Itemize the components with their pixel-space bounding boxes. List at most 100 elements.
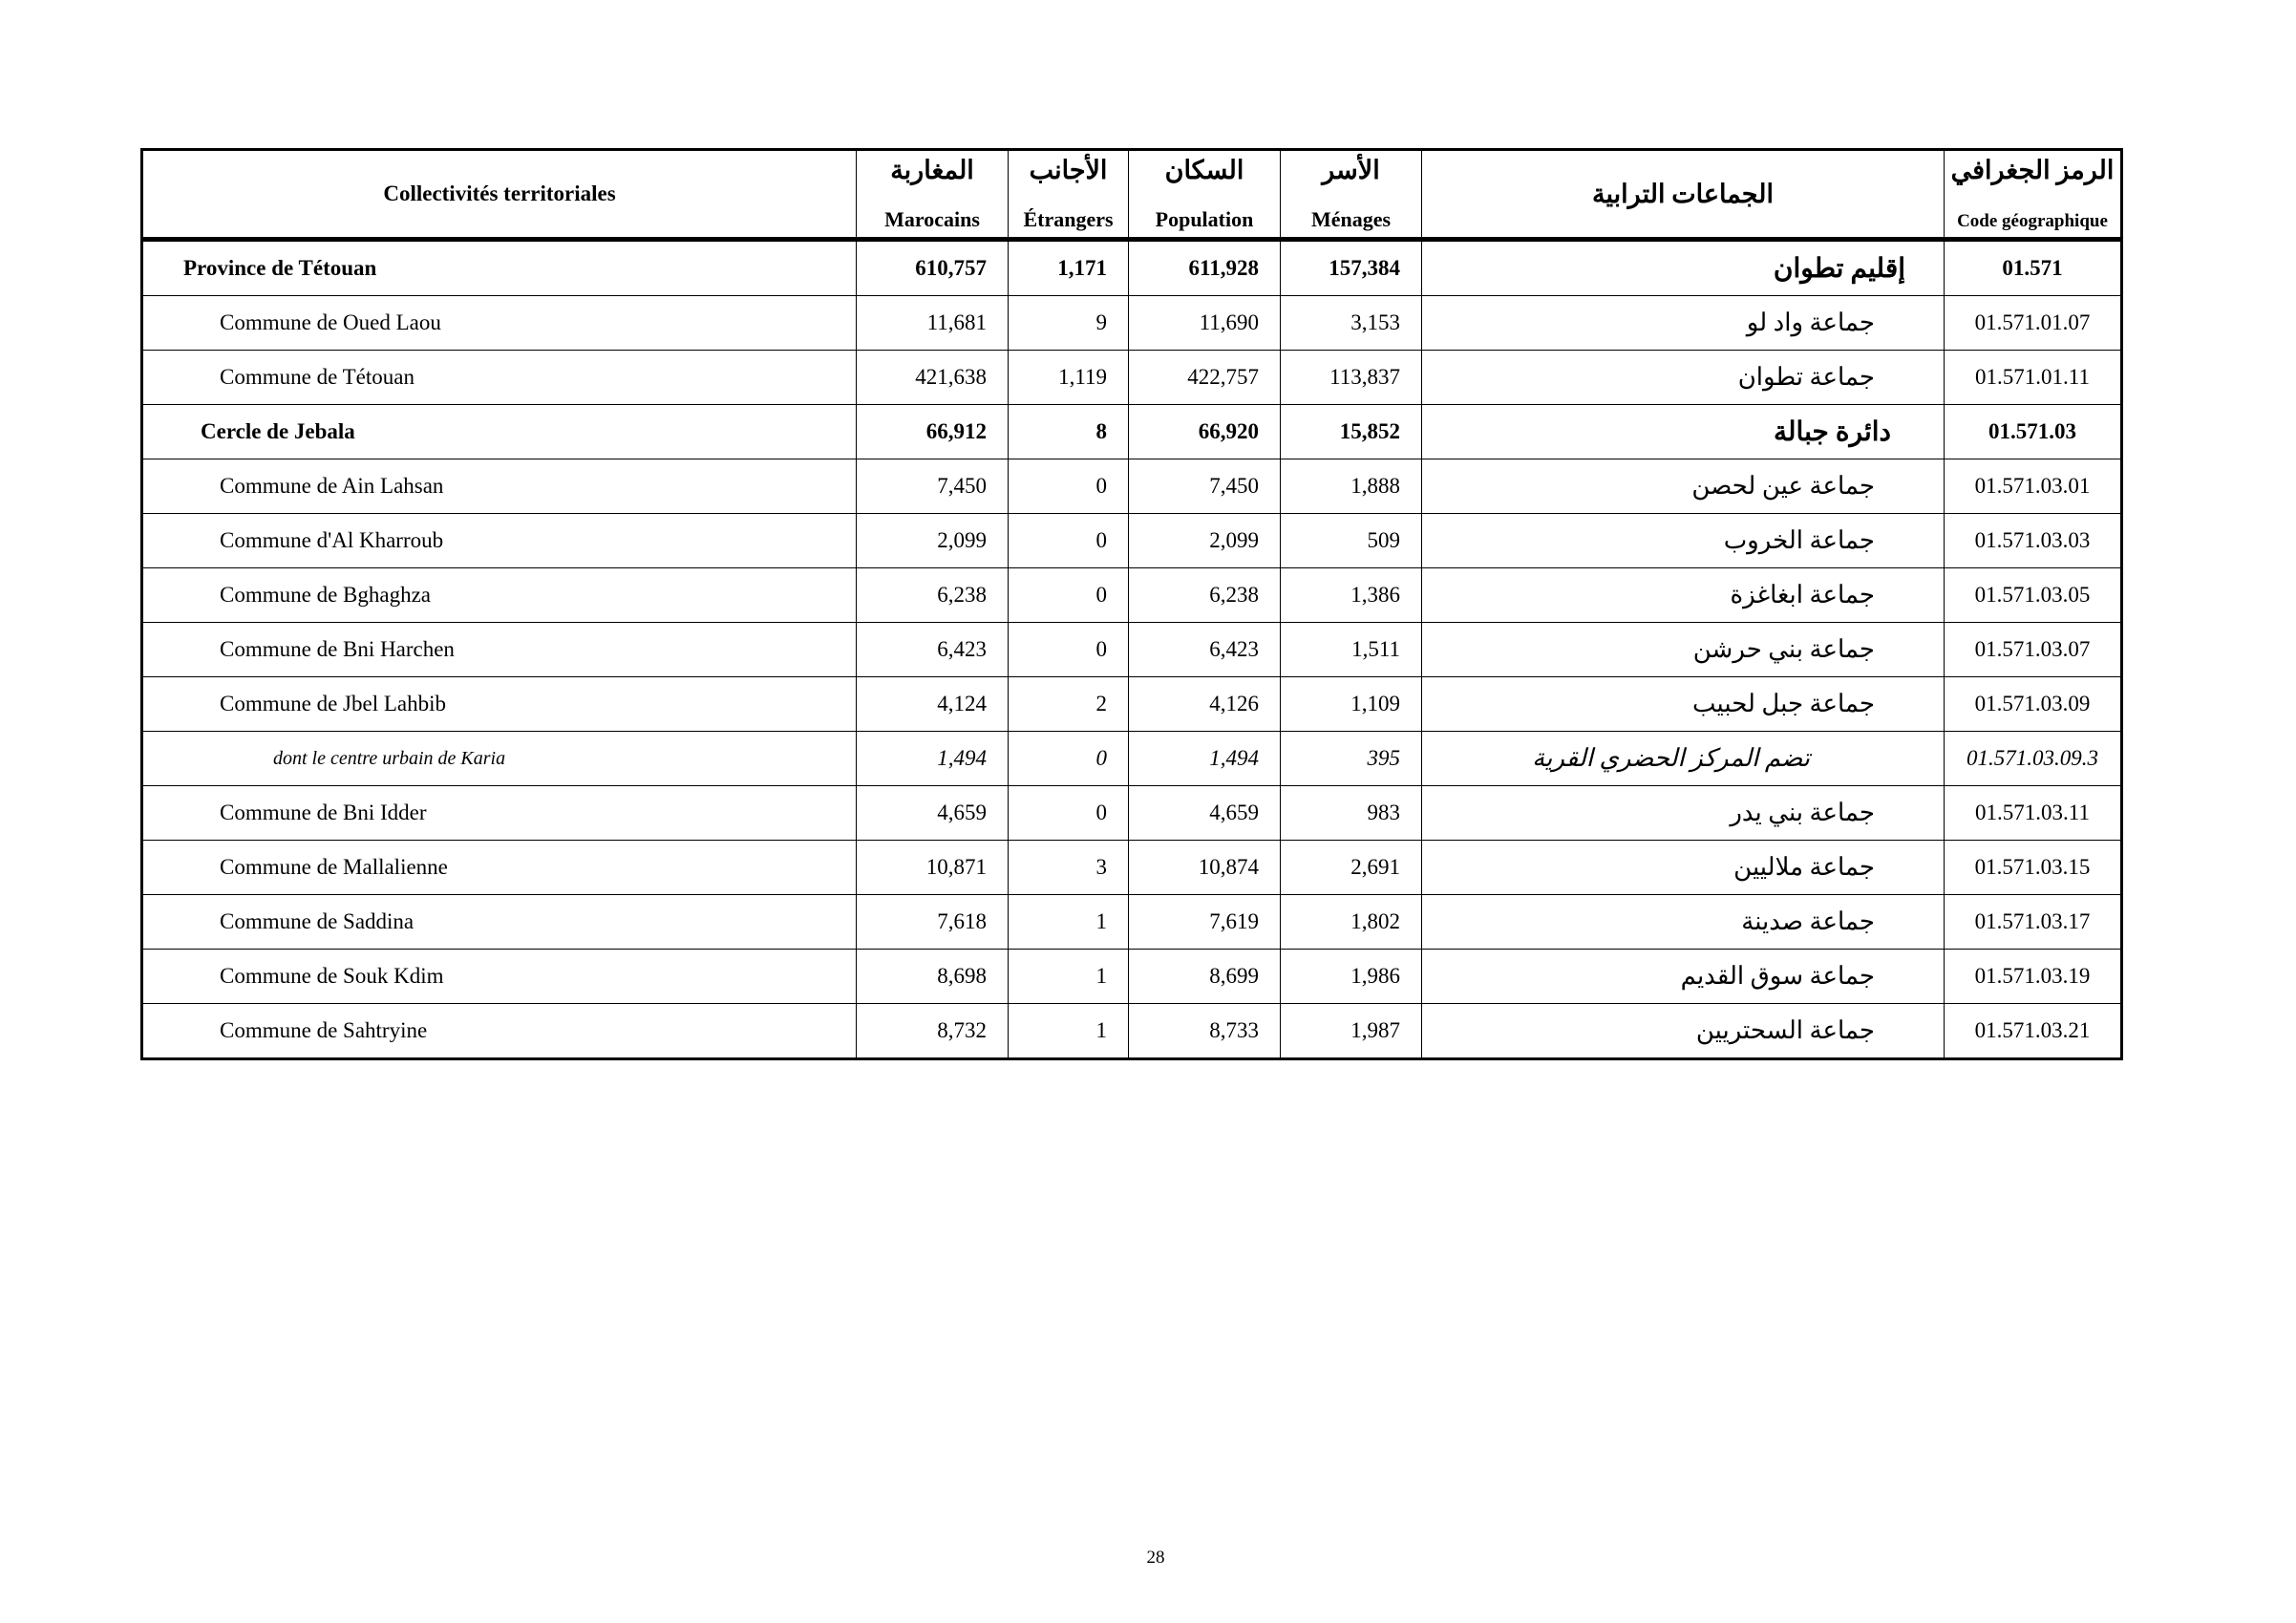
cell-menages: 1,986	[1280, 949, 1422, 1004]
cell-name: Commune de Saddina	[141, 894, 857, 950]
table-row: Commune d'Al Kharroub 2,099 0 2,099 509 جماعة…	[141, 513, 2122, 568]
cell-menages: 2,691	[1280, 840, 1422, 895]
header-name-ar: الجماعات الترابية	[1421, 149, 1945, 242]
cell-menages: 1,109	[1280, 676, 1422, 732]
cell-name-ar: جماعة جبل لحبيب	[1421, 676, 1945, 732]
cell-etrangers: 1	[1008, 949, 1129, 1004]
cell-name-ar: جماعة ابغاغزة	[1421, 567, 1945, 623]
cell-etrangers: 9	[1008, 295, 1129, 351]
cell-name-ar: جماعة السحتريين	[1421, 1003, 1945, 1059]
header-row: Collectivités territoriales المغاربة Maro…	[141, 149, 2122, 242]
cell-menages: 15,852	[1280, 404, 1422, 459]
cell-marocains: 1,494	[856, 731, 1009, 786]
cell-code: 01.571.03.21	[1944, 1003, 2122, 1059]
cell-name: Commune de Ain Lahsan	[141, 459, 857, 514]
cell-population: 11,690	[1128, 295, 1281, 351]
header-marocains: المغاربة Marocains	[856, 149, 1009, 242]
population-table: Collectivités territoriales المغاربة Maro…	[140, 148, 2123, 1060]
table-row: Commune de Bghaghza 6,238 0 6,238 1,386 جماعة…	[141, 567, 2122, 623]
cell-marocains: 11,681	[856, 295, 1009, 351]
cell-name-ar: جماعة سوق القديم	[1421, 949, 1945, 1004]
cell-marocains: 610,757	[856, 239, 1009, 296]
cell-marocains: 7,450	[856, 459, 1009, 514]
cell-population: 66,920	[1128, 404, 1281, 459]
cell-name: Commune de Sahtryine	[141, 1003, 857, 1059]
cell-name: Commune de Tétouan	[141, 350, 857, 405]
cell-marocains: 421,638	[856, 350, 1009, 405]
cell-menages: 1,511	[1280, 622, 1422, 677]
header-code: الرمز الجغرافي Code géographique	[1944, 149, 2122, 242]
cell-name: Commune de Oued Laou	[141, 295, 857, 351]
cell-population: 6,238	[1128, 567, 1281, 623]
table-row: Province de Tétouan 610,757 1,171 611,928 15…	[141, 239, 2122, 296]
cell-etrangers: 1	[1008, 894, 1129, 950]
cell-name: Commune de Bni Idder	[141, 785, 857, 841]
table-row: Commune de Sahtryine 8,732 1 8,733 1,987 جماع…	[141, 1003, 2122, 1059]
cell-menages: 1,987	[1280, 1003, 1422, 1059]
header-fr: Population	[1155, 207, 1254, 231]
cell-population: 6,423	[1128, 622, 1281, 677]
header-fr: Ménages	[1310, 207, 1392, 231]
header-menages: الأسر Ménages	[1280, 149, 1422, 242]
cell-name-ar: جماعة صدينة	[1421, 894, 1945, 950]
header-collectivites: Collectivités territoriales	[141, 149, 857, 242]
cell-name: Cercle de Jebala	[141, 404, 857, 459]
cell-name: Commune d'Al Kharroub	[141, 513, 857, 568]
cell-etrangers: 2	[1008, 676, 1129, 732]
cell-name: Commune de Bghaghza	[141, 567, 857, 623]
cell-etrangers: 0	[1008, 785, 1129, 841]
cell-code: 01.571.03.07	[1944, 622, 2122, 677]
cell-population: 7,619	[1128, 894, 1281, 950]
cell-name: Province de Tétouan	[141, 239, 857, 296]
cell-marocains: 2,099	[856, 513, 1009, 568]
table-body: Province de Tétouan 610,757 1,171 611,928 15…	[141, 239, 2122, 1059]
table-row: Commune de Oued Laou 11,681 9 11,690 3,153 جم…	[141, 295, 2122, 351]
cell-etrangers: 8	[1008, 404, 1129, 459]
table-row: dont le centre urbain de Karia 1,494 0 1,49…	[141, 731, 2122, 786]
page-number: 28	[1146, 1548, 1165, 1568]
header-fr: Marocains	[884, 207, 980, 231]
table-row: Cercle de Jebala 66,912 8 66,920 15,852 دائرة…	[141, 404, 2122, 459]
table-row: Commune de Ain Lahsan 7,450 0 7,450 1,888 جما…	[141, 459, 2122, 514]
cell-code: 01.571.03	[1944, 404, 2122, 459]
cell-name: Commune de Bni Harchen	[141, 622, 857, 677]
cell-etrangers: 3	[1008, 840, 1129, 895]
cell-etrangers: 0	[1008, 622, 1129, 677]
cell-name: Commune de Souk Kdim	[141, 949, 857, 1004]
cell-population: 4,659	[1128, 785, 1281, 841]
header-ar: الرمز الجغرافي	[1950, 156, 2115, 184]
cell-population: 8,699	[1128, 949, 1281, 1004]
table-row: Commune de Bni Harchen 6,423 0 6,423 1,511 جم…	[141, 622, 2122, 677]
header-fr: Code géographique	[1957, 211, 2108, 231]
cell-marocains: 7,618	[856, 894, 1009, 950]
cell-population: 10,874	[1128, 840, 1281, 895]
table-row: Commune de Bni Idder 4,659 0 4,659 983 جماعة …	[141, 785, 2122, 841]
header-ar: المغاربة	[890, 156, 974, 184]
cell-menages: 1,386	[1280, 567, 1422, 623]
cell-etrangers: 0	[1008, 567, 1129, 623]
cell-code: 01.571.03.03	[1944, 513, 2122, 568]
cell-etrangers: 1,171	[1008, 239, 1129, 296]
cell-name-ar: دائرة جبالة	[1421, 404, 1945, 459]
cell-name: Commune de Mallalienne	[141, 840, 857, 895]
cell-name-ar: إقليم تطوان	[1421, 239, 1945, 296]
header-etrangers: الأجانب Étrangers	[1008, 149, 1129, 242]
cell-marocains: 8,698	[856, 949, 1009, 1004]
cell-population: 8,733	[1128, 1003, 1281, 1059]
cell-name: dont le centre urbain de Karia	[141, 731, 857, 786]
cell-marocains: 66,912	[856, 404, 1009, 459]
table-row: Commune de Tétouan 421,638 1,119 422,757 113…	[141, 350, 2122, 405]
cell-etrangers: 0	[1008, 459, 1129, 514]
cell-menages: 983	[1280, 785, 1422, 841]
header-fr: Étrangers	[1023, 207, 1114, 231]
cell-marocains: 4,124	[856, 676, 1009, 732]
cell-menages: 1,888	[1280, 459, 1422, 514]
cell-name-ar: جماعة بني يدر	[1421, 785, 1945, 841]
cell-code: 01.571.03.15	[1944, 840, 2122, 895]
header-ar: الجماعات الترابية	[1592, 179, 1774, 208]
cell-population: 611,928	[1128, 239, 1281, 296]
cell-menages: 395	[1280, 731, 1422, 786]
cell-code: 01.571	[1944, 239, 2122, 296]
cell-name-ar: تضم المركز الحضري القرية	[1421, 731, 1945, 786]
table-row: Commune de Souk Kdim 8,698 1 8,699 1,986 جماع…	[141, 949, 2122, 1004]
